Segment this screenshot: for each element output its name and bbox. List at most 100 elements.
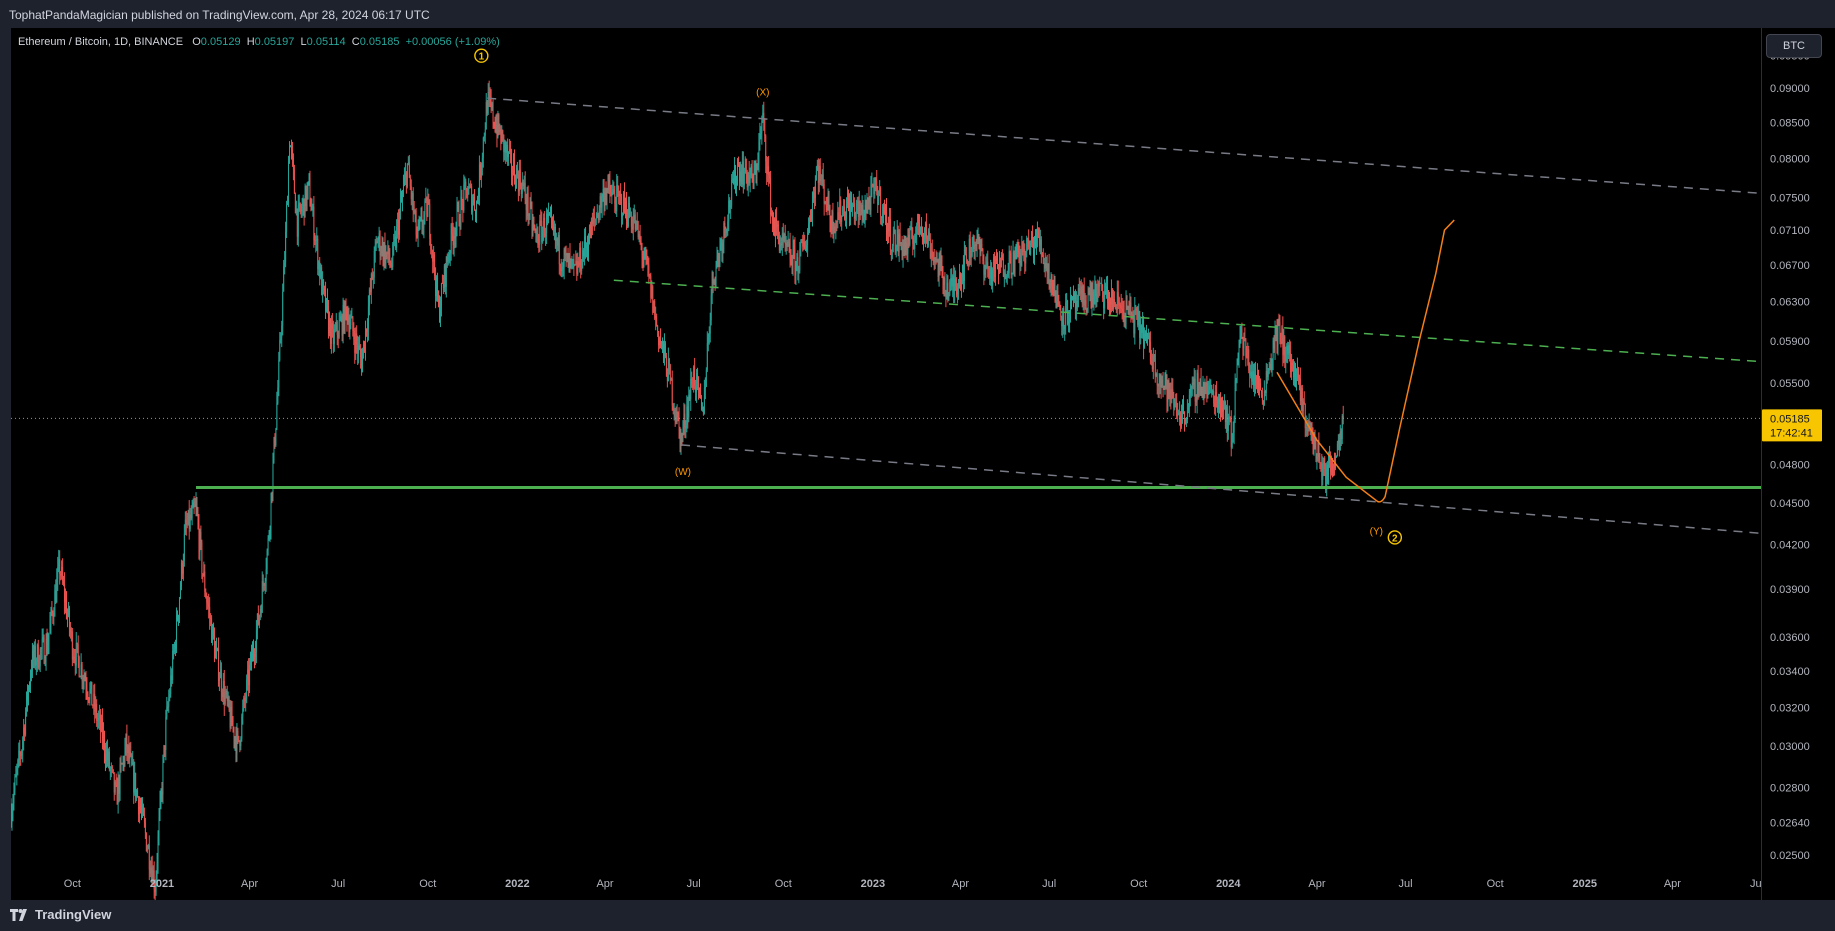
candle-body: [1124, 317, 1126, 323]
candle-body: [1065, 302, 1067, 327]
candle-body: [659, 339, 661, 346]
candle-body: [413, 211, 415, 213]
candle-body: [606, 190, 608, 200]
candle-body: [648, 264, 650, 275]
candle-body: [891, 245, 893, 251]
candle-body: [1127, 305, 1129, 310]
candle-body: [1040, 239, 1042, 253]
candle-body: [145, 833, 147, 851]
price-axis-svg[interactable]: 0.095000.090000.085000.080000.075000.071…: [1762, 28, 1835, 900]
candle-body: [156, 863, 158, 876]
brand[interactable]: TradingView: [10, 907, 111, 922]
candle-body: [1286, 345, 1288, 351]
candle-body: [1090, 285, 1092, 306]
candle-body: [871, 183, 873, 186]
candle-body: [1265, 371, 1267, 394]
candle-body: [592, 216, 594, 224]
candle-body: [566, 253, 568, 255]
candle-body: [361, 357, 363, 372]
candle-body: [965, 253, 967, 260]
candle-body: [764, 118, 766, 136]
candle-body: [1307, 430, 1309, 432]
candle-body: [935, 257, 937, 262]
candle-body: [850, 199, 851, 221]
price-axis[interactable]: 0.095000.090000.085000.080000.075000.071…: [1761, 28, 1835, 900]
candle-body: [930, 251, 932, 258]
candle-body: [789, 242, 791, 260]
candle-body: [350, 318, 352, 326]
candle-body: [1300, 388, 1302, 402]
candle-body: [538, 244, 540, 245]
candle-body: [384, 243, 386, 264]
candle-body: [608, 179, 610, 183]
candle-body: [263, 584, 265, 586]
candle-body: [247, 669, 249, 680]
candle-body: [856, 200, 858, 203]
candle-body: [1146, 335, 1147, 337]
candle-body: [239, 740, 241, 746]
candle-body: [792, 246, 794, 270]
candle-body: [1235, 379, 1237, 381]
candle-body: [1147, 335, 1148, 338]
candle-body: [558, 235, 560, 264]
price-axis-label: 0.03400: [1770, 666, 1810, 678]
candle-body: [201, 542, 203, 574]
candle-body: [273, 437, 275, 461]
candle-body: [129, 752, 131, 759]
candle-body: [973, 235, 975, 249]
currency-button[interactable]: BTC: [1766, 34, 1822, 58]
candle-body: [614, 193, 616, 204]
candle-body: [667, 359, 669, 382]
candle-body: [805, 248, 807, 251]
candle-body: [1034, 240, 1035, 258]
candle-body: [818, 166, 820, 184]
candle-body: [908, 234, 910, 245]
candle-body: [155, 875, 157, 893]
candle-body: [658, 331, 660, 346]
candle-body: [1190, 387, 1192, 389]
candle-body: [152, 870, 154, 885]
candle-body: [216, 648, 217, 651]
candle-body: [184, 519, 186, 534]
chart-area[interactable]: 1 (X) (W) (Y) 2 Oct 2021 Apr Jul Oct 2022 Apr Jul Oct…: [11, 28, 1761, 900]
candle-body: [798, 270, 800, 273]
candle-body: [488, 92, 490, 96]
candle-body: [861, 204, 863, 214]
candle-body: [197, 513, 199, 525]
candle-body: [607, 179, 609, 191]
candle-body: [657, 325, 659, 332]
candle-body: [172, 650, 174, 681]
candle-body: [1050, 276, 1052, 289]
candle-body: [1144, 333, 1146, 348]
candle-body: [443, 265, 445, 289]
candle-body: [181, 562, 183, 574]
candle-body: [750, 166, 752, 176]
candle-body: [1126, 300, 1128, 310]
candle-body: [393, 241, 395, 245]
candle-body: [1142, 320, 1144, 333]
candle-body: [438, 299, 439, 303]
candle-body: [440, 283, 442, 308]
candle-body: [347, 317, 349, 322]
symbol-name[interactable]: Ethereum / Bitcoin, 1D, BINANCE: [18, 36, 184, 48]
candle-body: [115, 781, 117, 785]
candle-body: [618, 190, 620, 196]
candle-body: [898, 233, 900, 252]
candle-body: [88, 698, 90, 700]
candle-body: [775, 218, 777, 228]
x-axis-label: 2023: [861, 878, 885, 890]
candle-body: [859, 200, 861, 216]
brand-name: TradingView: [35, 907, 112, 922]
candle-body: [755, 169, 757, 177]
candle-body: [407, 162, 409, 164]
candle-body: [327, 298, 328, 306]
candle-body: [93, 693, 95, 706]
price-chart[interactable]: 1 (X) (W) (Y) 2 Oct 2021 Apr Jul Oct 2022 Apr Jul Oct…: [11, 28, 1761, 900]
candle-body: [1263, 390, 1265, 405]
candle-body: [497, 114, 499, 137]
candle-body: [553, 226, 555, 232]
candle-body: [483, 135, 485, 138]
candle-body: [947, 282, 949, 301]
candle-body: [612, 189, 614, 192]
candle-body: [331, 323, 333, 329]
